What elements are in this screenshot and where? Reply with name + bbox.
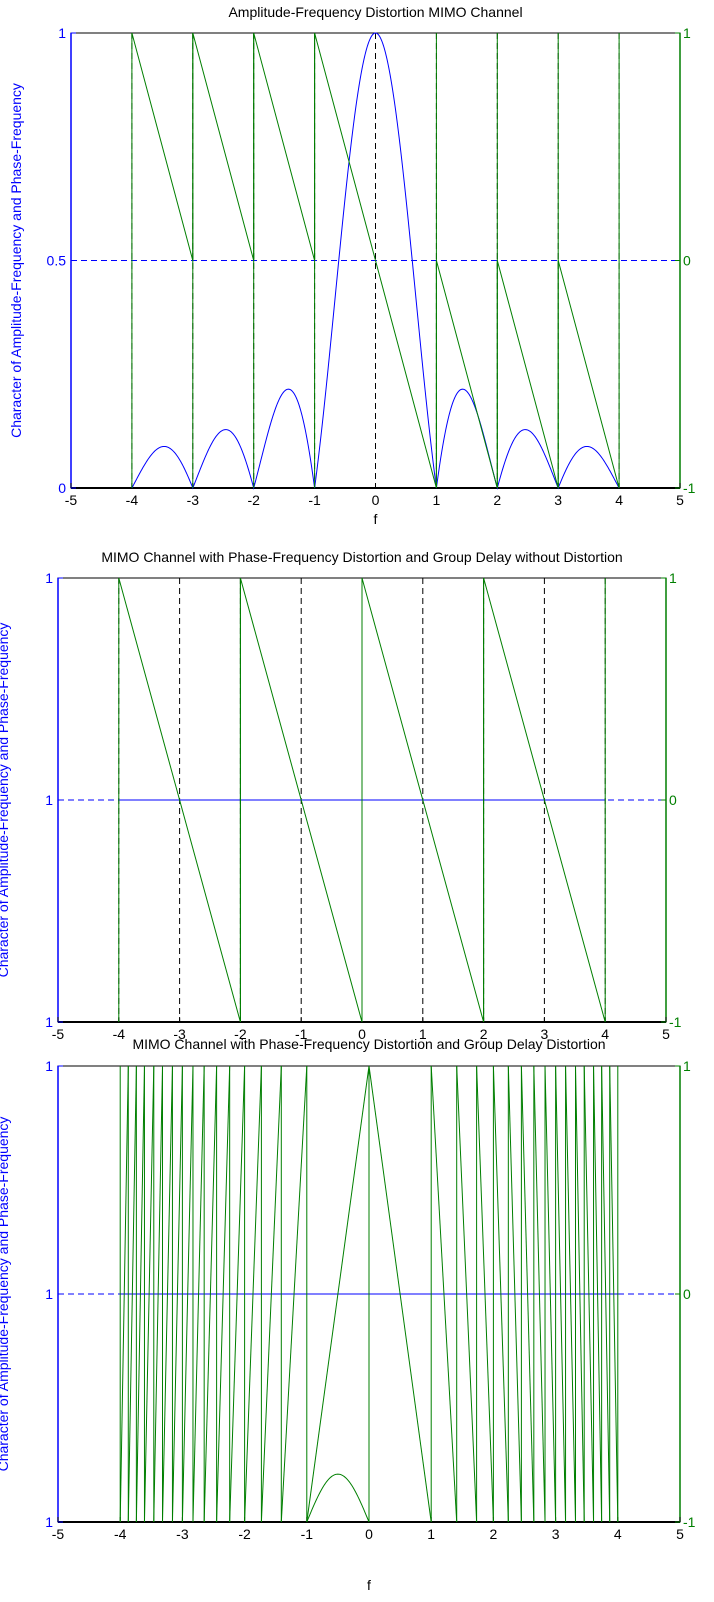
x-tick-label: 2: [493, 492, 501, 508]
chart-title: MIMO Channel with Phase-Frequency Distor…: [101, 549, 622, 565]
y2-tick-label: 1: [683, 1058, 691, 1074]
series-phase-segment: [601, 1065, 611, 1523]
y-tick-label: 0.5: [47, 253, 67, 269]
series-phase-segment: [533, 1065, 546, 1523]
series-phase-segment: [456, 1065, 478, 1523]
y2-tick-label: 0: [683, 253, 691, 269]
series-phase-segment: [306, 1065, 370, 1523]
chart-panel-3: [57, 1065, 681, 1523]
series-phase-segment: [544, 1065, 557, 1523]
x-tick-label: 1: [433, 492, 441, 508]
x-tick-label: 2: [490, 1526, 498, 1542]
series-phase-segment: [575, 1065, 585, 1523]
series-amplitude-line: [131, 32, 620, 490]
x-tick-label: -2: [234, 1026, 247, 1042]
x-tick-label: -3: [173, 1026, 186, 1042]
series-phase-segment: [476, 1065, 494, 1523]
x-tick-label: 0: [372, 492, 380, 508]
y-tick-label: 1: [45, 570, 53, 586]
y-tick-label: 1: [45, 792, 53, 808]
chart-panel-1: [70, 32, 681, 490]
series-phase-segment: [430, 1065, 458, 1523]
series-phase-segment: [507, 1065, 522, 1523]
series-phase-segment: [119, 1065, 129, 1523]
x-tick-label: -1: [295, 1026, 308, 1042]
y-tick-label: 1: [45, 1286, 53, 1302]
series-phase-segment: [609, 1065, 619, 1523]
series-phase-segment: [593, 1065, 603, 1523]
x-tick-label: 1: [419, 1026, 427, 1042]
series-phase-segment: [368, 1065, 432, 1523]
y-axis-label: Character of Amplitude-Frequency and Pha…: [8, 83, 24, 438]
x-tick-label: -5: [65, 492, 78, 508]
y2-tick-label: 1: [683, 25, 691, 41]
y-tick-label: 0: [58, 480, 66, 496]
series-phase-segment: [203, 1065, 218, 1523]
series-phase-segment: [181, 1065, 194, 1523]
series-phase-line: [131, 32, 620, 489]
series-phase-segment: [229, 1065, 246, 1523]
x-tick-label: 4: [615, 492, 623, 508]
series-phase-segment: [127, 1065, 137, 1523]
x-tick-label: -3: [176, 1526, 189, 1542]
series-phase-segment: [153, 1065, 163, 1523]
series-phase-segment: [161, 1065, 173, 1523]
series-phase-segment: [520, 1065, 535, 1523]
series-phase-segment: [143, 1065, 155, 1523]
x-tick-label: 0: [365, 1526, 373, 1542]
y-tick-label: 1: [45, 1058, 53, 1074]
y-tick-label: 1: [45, 1514, 53, 1530]
y2-tick-label: -1: [683, 480, 696, 496]
y-axis-label: Character of Amplitude-Frequency and Pha…: [0, 623, 11, 978]
y2-tick-label: 1: [669, 570, 677, 586]
y-tick-label: 1: [45, 1014, 53, 1030]
series-phase-segment: [555, 1065, 567, 1523]
x-tick-label: 5: [662, 1026, 670, 1042]
x-tick-label: -4: [113, 1026, 126, 1042]
y-axis-label: Character of Amplitude-Frequency and Pha…: [0, 1117, 11, 1472]
series-phase-segment: [565, 1065, 577, 1523]
x-tick-label: 4: [601, 1026, 609, 1042]
x-tick-label: 3: [552, 1526, 560, 1542]
x-tick-label: 3: [554, 492, 562, 508]
series-phase-segment: [280, 1065, 308, 1523]
y-tick-label: 1: [58, 25, 66, 41]
x-tick-label: -2: [238, 1526, 251, 1542]
x-tick-label: -4: [126, 492, 139, 508]
x-tick-label: -4: [114, 1526, 127, 1542]
chart-title: MIMO Channel with Phase-Frequency Distor…: [132, 1036, 605, 1052]
x-tick-label: -2: [247, 492, 260, 508]
x-tick-label: 5: [676, 492, 684, 508]
x-tick-label: -3: [187, 492, 200, 508]
y2-tick-label: -1: [683, 1514, 696, 1530]
x-axis-label: f: [374, 511, 378, 527]
series-phase-segment: [244, 1065, 262, 1523]
chart-title: Amplitude-Frequency Distortion MIMO Chan…: [228, 4, 522, 20]
series-phase-segment: [171, 1065, 183, 1523]
series-phase-segment: [492, 1065, 509, 1523]
series-arch-line: [306, 1473, 370, 1523]
y2-tick-label: 0: [669, 792, 677, 808]
x-tick-label: 3: [541, 1026, 549, 1042]
x-tick-label: -1: [308, 492, 321, 508]
series-phase-segment: [135, 1065, 145, 1523]
x-tick-label: 4: [614, 1526, 622, 1542]
x-tick-label: 5: [676, 1526, 684, 1542]
x-tick-label: 2: [480, 1026, 488, 1042]
series-phase-segment: [260, 1065, 282, 1523]
x-axis-label: f: [367, 1577, 371, 1593]
y2-tick-label: -1: [669, 1014, 682, 1030]
x-tick-label: 0: [358, 1026, 366, 1042]
x-tick-label: -5: [52, 1026, 65, 1042]
series-phase-segment: [216, 1065, 231, 1523]
series-phase-segment: [583, 1065, 595, 1523]
series-phase-segment: [192, 1065, 205, 1523]
chart-panel-2: [57, 577, 667, 1023]
x-tick-label: -1: [301, 1526, 314, 1542]
y2-tick-label: 0: [683, 1286, 691, 1302]
x-tick-label: 1: [427, 1526, 435, 1542]
x-tick-label: -5: [52, 1526, 65, 1542]
